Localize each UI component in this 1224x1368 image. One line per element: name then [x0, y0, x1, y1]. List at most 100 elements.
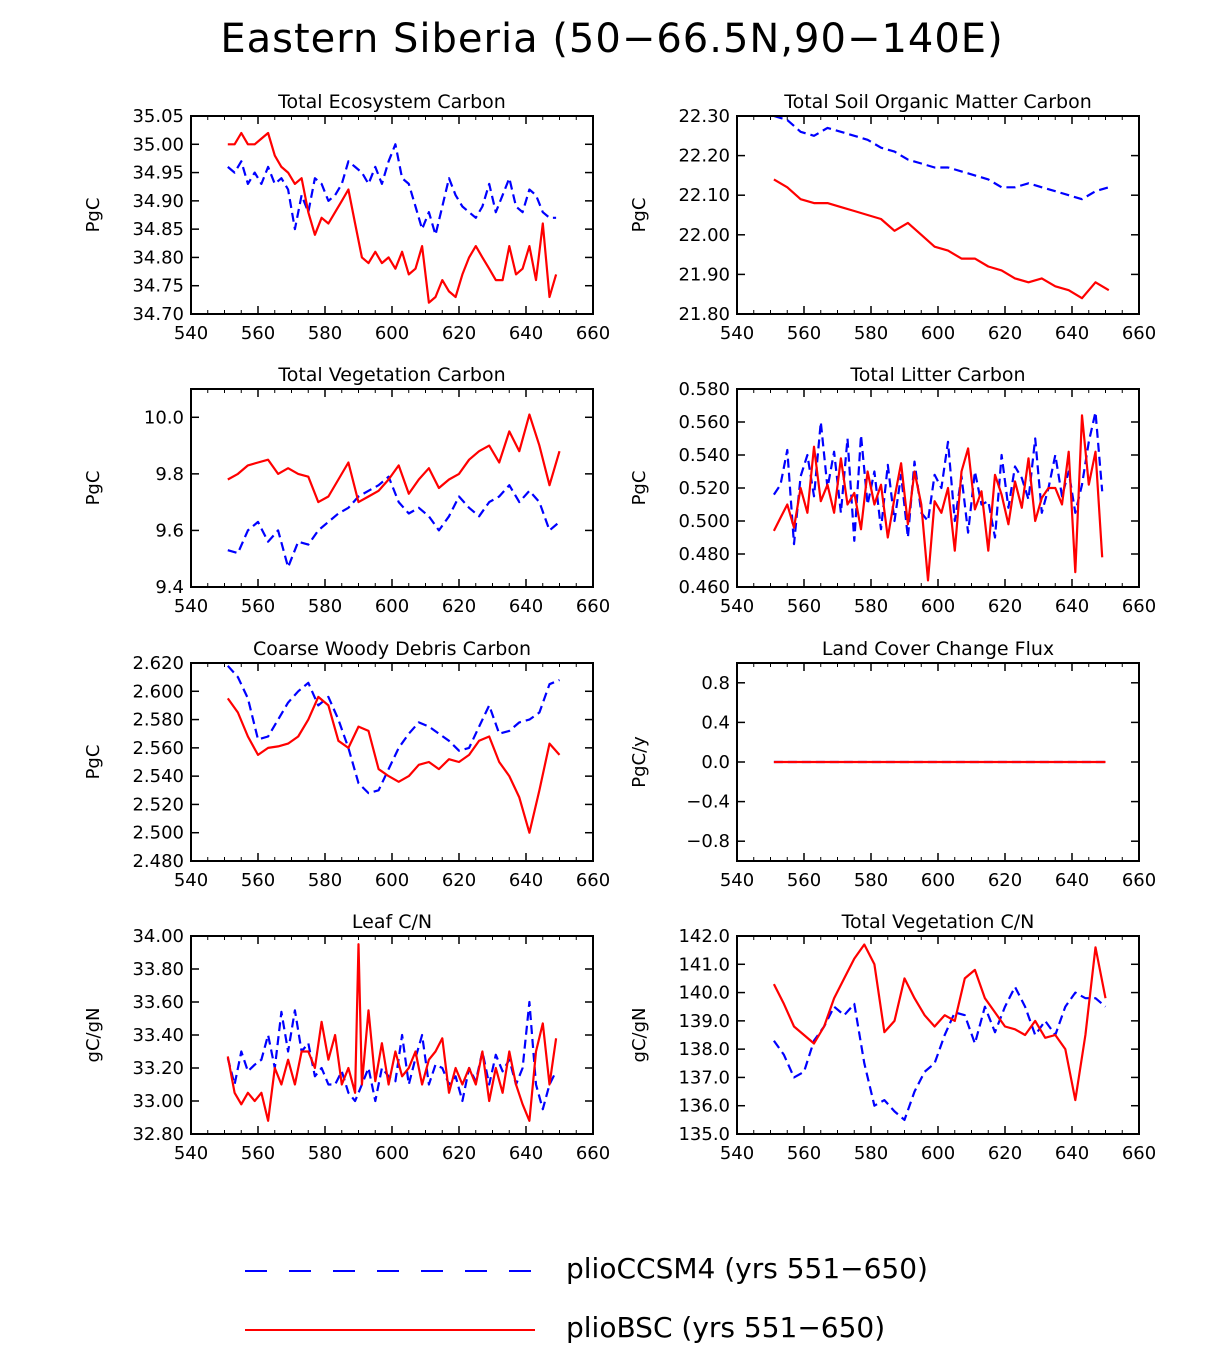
y-tick-label: 0.560: [678, 412, 730, 433]
x-tick-label: 660: [576, 596, 610, 617]
chart-panel-2: Total Soil Organic Matter Carbon PgC 540 56…: [629, 91, 1156, 344]
x-tick-label: 580: [308, 870, 342, 891]
y-tick-label: 136.0: [678, 1096, 730, 1117]
y-tick-label: 137.0: [678, 1067, 730, 1088]
y-tick-label: 2.580: [132, 710, 184, 731]
plot-frame: [736, 935, 1140, 1135]
y-tick-label: 141.0: [678, 954, 730, 975]
y-tick-label: 135.0: [678, 1124, 730, 1145]
y-tick-label: 10.0: [144, 407, 184, 428]
y-tick-label: −0.8: [686, 831, 730, 852]
y-tick-label: 138.0: [678, 1039, 730, 1060]
x-tick-label: 560: [787, 323, 821, 344]
y-axis-label: PgC: [83, 745, 104, 780]
x-tick-label: 600: [375, 596, 409, 617]
x-tick-label: 580: [854, 870, 888, 891]
series-line-bsc: [772, 943, 1107, 1102]
y-tick-label: 9.8: [155, 464, 184, 485]
y-tick-label: 9.6: [155, 520, 184, 541]
y-tick-label: 0.4: [701, 712, 730, 733]
chart-panel-7: Leaf C/N gC/gN 540 560 580 600 620 640 660 32.80 3…: [83, 911, 610, 1164]
y-tick-label: 34.70: [132, 304, 184, 325]
x-tick-label: 540: [174, 596, 208, 617]
y-tick-label: 35.00: [132, 134, 184, 155]
x-tick-label: 600: [375, 323, 409, 344]
y-tick-label: −0.4: [686, 792, 730, 813]
chart-title: Total Litter Carbon: [849, 364, 1025, 386]
series-line-ccsm4: [226, 665, 560, 795]
series-line-ccsm4: [226, 1000, 558, 1111]
x-tick-label: 560: [241, 323, 275, 344]
plot-frame: [190, 935, 594, 1135]
x-tick-label: 620: [442, 323, 476, 344]
y-tick-label: 33.80: [132, 959, 184, 980]
y-tick-label: 33.40: [132, 1025, 184, 1046]
chart-title: Total Vegetation Carbon: [277, 364, 505, 386]
y-axis-label: PgC: [629, 471, 650, 506]
y-tick-label: 33.20: [132, 1058, 184, 1079]
x-tick-label: 600: [921, 1143, 955, 1164]
x-tick-label: 640: [1055, 870, 1089, 891]
y-tick-label: 35.05: [132, 106, 184, 127]
y-tick-label: 34.00: [132, 926, 184, 947]
series-line-bsc: [226, 943, 558, 1122]
series-line-bsc: [227, 131, 558, 304]
series-line-bsc: [226, 695, 561, 834]
x-tick-label: 640: [1055, 323, 1089, 344]
series-line-ccsm4: [227, 143, 557, 236]
x-tick-label: 640: [1055, 1143, 1089, 1164]
chart-title: Total Soil Organic Matter Carbon: [783, 91, 1092, 113]
x-tick-label: 620: [442, 870, 476, 891]
series-line-bsc: [227, 413, 561, 504]
series-line-ccsm4: [773, 985, 1107, 1122]
y-tick-label: 33.00: [132, 1091, 184, 1112]
x-tick-label: 580: [854, 596, 888, 617]
x-tick-label: 540: [174, 323, 208, 344]
y-tick-label: 22.00: [678, 225, 730, 246]
y-tick-label: 2.520: [132, 794, 184, 815]
chart-panel-5: Coarse Woody Debris Carbon PgC 540 560 580 60…: [83, 638, 610, 891]
y-tick-label: 34.90: [132, 191, 184, 212]
x-tick-label: 620: [988, 1143, 1022, 1164]
x-tick-label: 620: [442, 1143, 476, 1164]
y-tick-label: 34.95: [132, 163, 184, 184]
x-tick-label: 640: [509, 870, 543, 891]
x-tick-label: 620: [988, 323, 1022, 344]
y-tick-label: 0.500: [678, 511, 730, 532]
x-tick-label: 640: [509, 323, 543, 344]
y-tick-label: 0.480: [678, 544, 730, 565]
x-tick-label: 600: [921, 323, 955, 344]
y-tick-label: 140.0: [678, 983, 730, 1004]
x-tick-label: 640: [509, 1143, 543, 1164]
y-tick-label: 32.80: [132, 1124, 184, 1145]
y-axis-label: PgC: [83, 198, 104, 233]
x-tick-label: 560: [241, 1143, 275, 1164]
chart-title: Coarse Woody Debris Carbon: [253, 638, 531, 660]
y-tick-label: 0.580: [678, 379, 730, 400]
chart-panel-6: Land Cover Change Flux PgC/y 540 560 580 600 6…: [629, 638, 1156, 891]
plot-frame: [190, 115, 594, 315]
y-tick-label: 21.90: [678, 264, 730, 285]
x-tick-label: 540: [720, 323, 754, 344]
y-axis-label: PgC: [629, 198, 650, 233]
series-line-bsc: [773, 178, 1110, 300]
series-line-ccsm4: [772, 411, 1104, 546]
chart-title: Leaf C/N: [352, 911, 432, 933]
x-tick-label: 540: [720, 1143, 754, 1164]
x-tick-label: 540: [720, 870, 754, 891]
x-tick-label: 580: [308, 1143, 342, 1164]
y-tick-label: 2.560: [132, 738, 184, 759]
x-tick-label: 560: [787, 1143, 821, 1164]
x-tick-label: 580: [854, 1143, 888, 1164]
chart-panel-1: Total Ecosystem Carbon PgC 540 560 580 600 620…: [83, 91, 610, 344]
x-tick-label: 580: [854, 323, 888, 344]
x-tick-label: 600: [921, 870, 955, 891]
y-tick-label: 0.540: [678, 445, 730, 466]
y-tick-label: 0.520: [678, 478, 730, 499]
y-axis-label: PgC: [83, 471, 104, 506]
y-tick-label: 142.0: [678, 926, 730, 947]
y-tick-label: 22.10: [678, 185, 730, 206]
chart-title: Total Vegetation C/N: [841, 911, 1035, 933]
x-tick-label: 660: [576, 870, 610, 891]
